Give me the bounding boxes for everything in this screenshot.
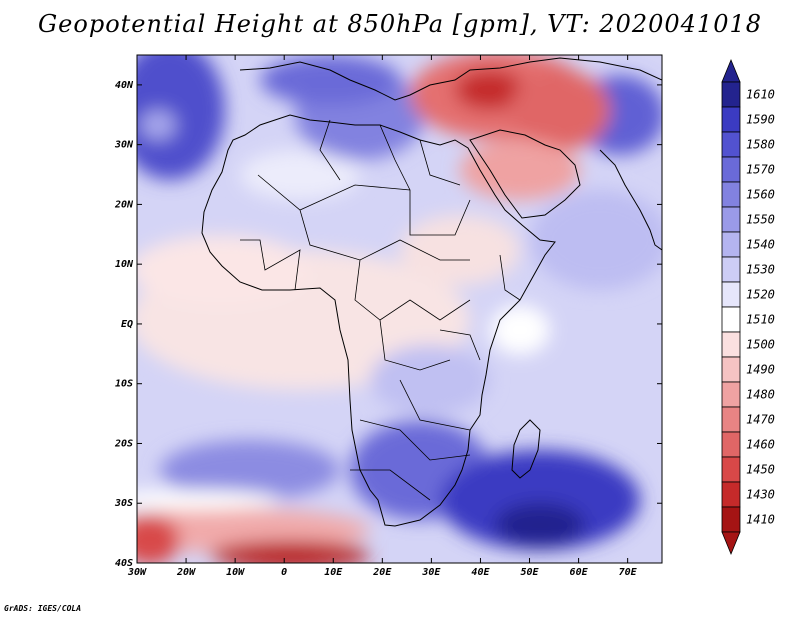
lon-tick-label: 20E <box>372 567 392 578</box>
colorbar-swatch <box>721 381 741 408</box>
colorbar-label: 1520 <box>746 288 775 302</box>
lat-tick-label: 30N <box>114 140 134 151</box>
lat-tick-label: 20N <box>114 199 134 210</box>
colorbar-swatch <box>721 506 741 533</box>
colorbar-label: 1510 <box>746 313 775 327</box>
colorbar-top-arrow <box>721 58 741 83</box>
colorbar-label: 1610 <box>746 88 775 102</box>
colorbar-label: 1430 <box>746 488 775 502</box>
lon-tick-label: 10E <box>324 567 343 578</box>
colorbar-label: 1530 <box>746 263 775 277</box>
colorbar-swatch <box>721 256 741 283</box>
colorbar-label: 1470 <box>746 413 775 427</box>
colorbar-label: 1490 <box>746 363 775 377</box>
lon-tick-label: 10W <box>226 567 245 578</box>
country-borders <box>240 119 521 501</box>
colorbar-swatch <box>721 481 741 508</box>
colorbar-label: 1580 <box>746 138 775 152</box>
colorbar-swatch <box>721 331 741 358</box>
lon-tick-label: 30E <box>421 567 441 578</box>
colorbar-label: 1540 <box>746 238 775 252</box>
colorbar-swatch <box>721 306 741 333</box>
lat-tick-label: 20S <box>114 438 133 449</box>
colorbar-swatch <box>721 156 741 183</box>
lat-tick-label: 30S <box>114 498 133 509</box>
colorbar-label: 1570 <box>746 163 775 177</box>
lon-tick-label: 40E <box>471 567 490 578</box>
madagascar <box>511 419 541 479</box>
colorbar-label: 1480 <box>746 388 775 402</box>
colorbar-swatch <box>721 431 741 458</box>
lon-tick-label: 50E <box>520 567 539 578</box>
longitude-axis: 30W 20W 10W 0 10E 20E 30E 40E 50E 60E 70E <box>127 55 638 578</box>
lon-tick-label: 60E <box>570 567 589 578</box>
colorbar: 1610 1590 1580 1570 1560 1550 1540 1530 1520 1510… <box>721 58 775 556</box>
lon-tick-label: 20W <box>176 567 196 578</box>
colorbar-swatch <box>721 231 741 258</box>
colorbar-label: 1590 <box>746 113 775 127</box>
lon-tick-label: 30W <box>127 567 147 578</box>
credit-text: GrADS: IGES/COLA <box>4 604 82 613</box>
colorbar-bottom-arrow <box>721 531 741 556</box>
colorbar-swatch <box>721 456 741 483</box>
colorbar-label: 1550 <box>746 213 775 227</box>
lat-tick-label: 10S <box>115 379 133 390</box>
colorbar-swatch <box>721 131 741 158</box>
map-frame <box>136 54 663 564</box>
india-coastline <box>599 149 662 251</box>
colorbar-label: 1560 <box>746 188 775 202</box>
lon-tick-label: 0 <box>281 567 287 578</box>
colorbar-label: 1460 <box>746 438 775 452</box>
colorbar-swatch <box>721 356 741 383</box>
lon-tick-label: 70E <box>619 567 638 578</box>
colorbar-label: 1410 <box>746 513 775 527</box>
lat-tick-label: EQ <box>121 319 133 330</box>
colorbar-swatch <box>721 281 741 308</box>
europe-coastline <box>239 57 662 101</box>
lat-tick-label: 40N <box>115 80 134 91</box>
lat-tick-label: 10N <box>115 259 134 270</box>
colorbar-swatch <box>721 406 741 433</box>
colorbar-swatch <box>721 206 741 233</box>
colorbar-swatch <box>721 81 741 108</box>
lat-tick-label: 40S <box>115 558 133 569</box>
colorbar-label: 1450 <box>746 463 775 477</box>
coastlines <box>201 57 662 527</box>
colorbar-swatch <box>721 181 741 208</box>
page-title: Geopotential Height at 850hPa [gpm], VT:… <box>38 10 762 38</box>
colorbar-swatch <box>721 106 741 133</box>
latitude-axis: 40N 30N 20N 10N EQ 10S 20S 30S 40S <box>114 80 662 569</box>
colorbar-label: 1500 <box>746 338 775 352</box>
height-field <box>137 55 662 563</box>
arabia-coastline <box>469 129 581 219</box>
